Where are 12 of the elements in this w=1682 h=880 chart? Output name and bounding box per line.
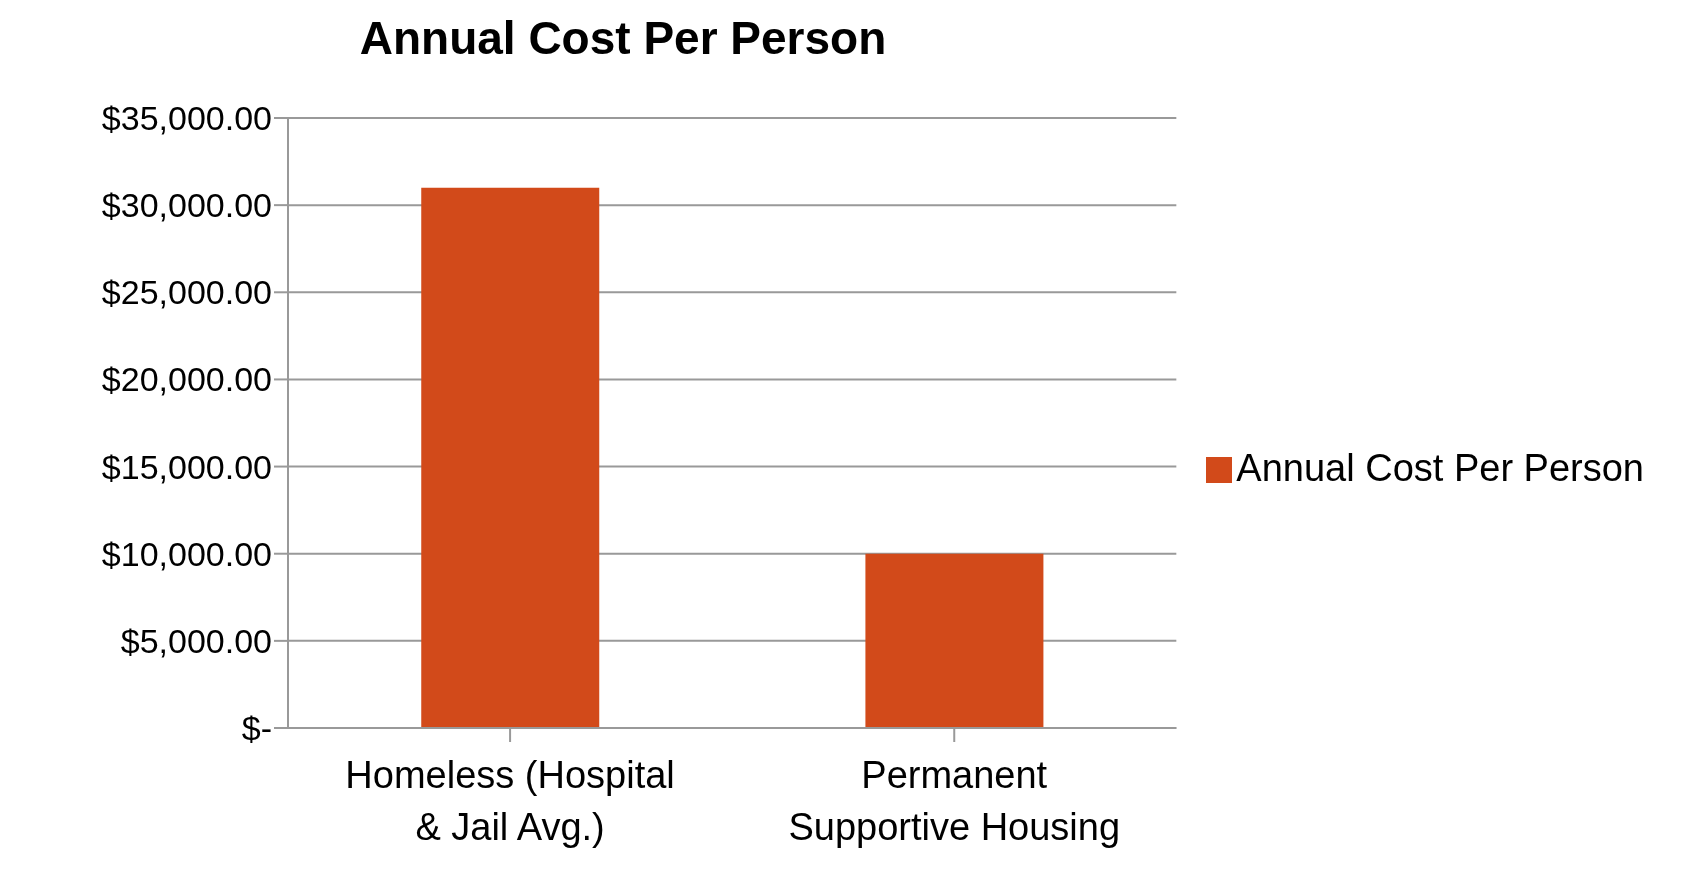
y-tick-label: $25,000.00 [101,273,272,312]
x-tick-label: Permanent Supportive Housing [788,754,1121,848]
legend-label: Annual Cost Per Person [1236,446,1644,489]
x-tick-label: Homeless (Hospital & Jail Avg.) [345,754,675,848]
chart-title: Annual Cost Per Person [358,11,888,66]
y-tick-label: $- [241,709,272,748]
y-tick-label: $15,000.00 [101,447,272,486]
y-tick-label: $35,000.00 [101,99,272,138]
y-tick-label: $20,000.00 [101,360,272,399]
y-tick-label: $5,000.00 [120,621,272,660]
y-tick-label: $10,000.00 [101,534,272,573]
y-tick-label: $30,000.00 [101,186,272,225]
